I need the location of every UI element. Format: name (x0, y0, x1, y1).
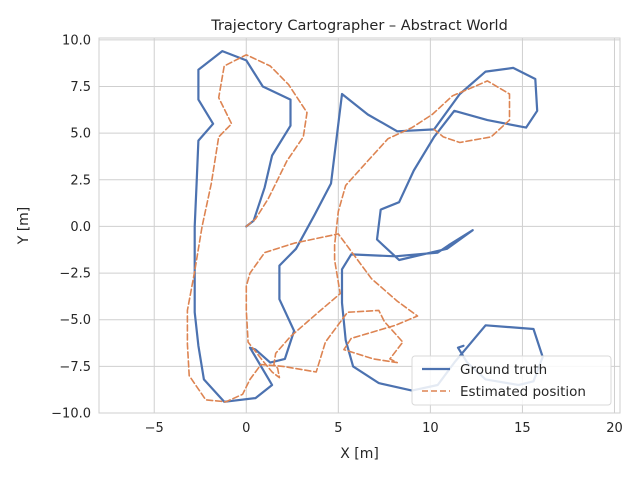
tick-labels: −5 0 5 10 15 20 −10.0 −7.5 −5.0 −2.5 0.0 2.5 5.0 7.5 1… (51, 33, 623, 436)
series-ground-truth (193, 49, 544, 403)
y-tick-label: 5.0 (70, 127, 91, 142)
legend-box (411, 355, 612, 406)
y-tick-label: −10.0 (51, 407, 91, 422)
legend-label-ground-truth: Ground truth (460, 362, 547, 378)
chart-title: Trajectory Cartographer – Abstract World (210, 18, 508, 34)
x-tick-label: 20 (606, 421, 623, 436)
plot-frame (98, 37, 621, 414)
y-tick-label: 7.5 (70, 80, 91, 95)
y-tick-label: −7.5 (59, 360, 91, 375)
y-tick-label: −5.0 (59, 313, 91, 328)
grid-layer (99, 38, 620, 414)
x-axis-label: X [m] (340, 446, 379, 462)
series-layer (186, 49, 544, 403)
x-tick-label: 0 (242, 421, 250, 436)
legend-label-estimated-position: Estimated position (460, 384, 586, 400)
y-tick-label: −2.5 (59, 267, 91, 282)
x-tick-label: 15 (514, 421, 531, 436)
x-tick-label: 5 (334, 421, 342, 436)
y-tick-label: 0.0 (70, 220, 91, 235)
y-tick-label: 10.0 (62, 33, 91, 48)
y-axis-label: Y [m] (16, 207, 32, 246)
x-tick-label: 10 (422, 421, 439, 436)
legend: Ground truth Estimated position (411, 355, 612, 406)
y-tick-label: 2.5 (70, 173, 91, 188)
x-tick-label: −5 (145, 421, 164, 436)
